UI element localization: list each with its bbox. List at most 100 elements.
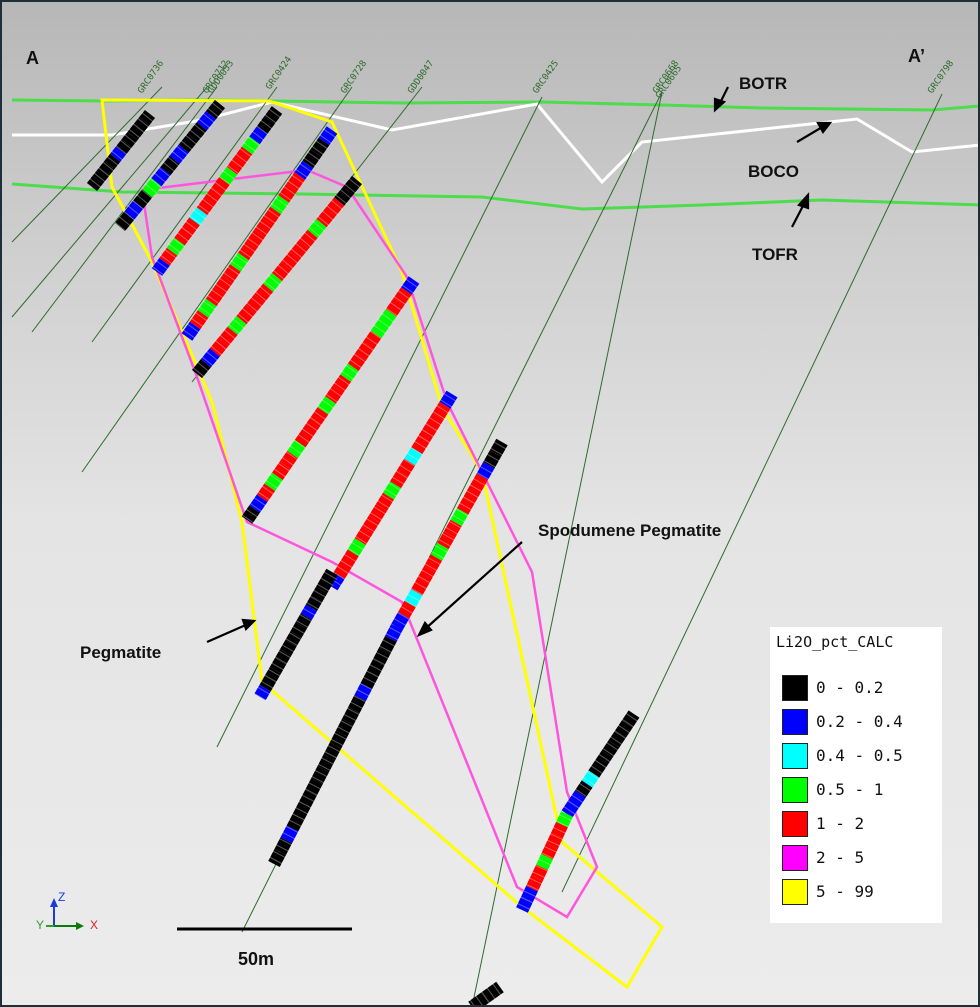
sample-tick <box>296 433 311 444</box>
sample-tick <box>361 523 376 533</box>
assay-interval <box>347 352 367 371</box>
sample-tick <box>416 575 432 584</box>
boco-horizon <box>12 100 978 185</box>
assay-interval <box>270 195 289 215</box>
sample-tick <box>236 312 250 324</box>
sample-tick <box>566 799 581 810</box>
sample-tick <box>127 204 141 216</box>
assay-interval <box>213 275 233 295</box>
assay-interval <box>309 407 329 426</box>
sample-tick <box>322 128 337 139</box>
assay-interval <box>430 542 449 561</box>
legend-range: 0 - 0.2 <box>816 678 884 697</box>
sample-tick <box>280 456 295 467</box>
assay-interval <box>437 531 456 550</box>
assay-interval <box>375 492 394 511</box>
axis-z-label: Z <box>58 890 66 904</box>
assay-interval <box>209 337 229 357</box>
sample-tick <box>264 479 279 490</box>
sample-tick <box>278 837 293 846</box>
assay-interval <box>418 424 437 443</box>
sample-tick <box>223 328 237 340</box>
assay-interval <box>197 298 217 318</box>
sample-tick <box>368 663 384 672</box>
sample-tick <box>274 197 289 208</box>
sample-tick <box>144 183 158 195</box>
sample-tick <box>474 994 483 1005</box>
assay-interval <box>343 175 363 195</box>
sample-tick <box>209 186 224 198</box>
legend-range: 0.4 - 0.5 <box>816 746 903 765</box>
sample-tick <box>347 177 361 189</box>
assay-interval <box>256 483 276 502</box>
assay-interval <box>259 675 276 692</box>
sample-tick <box>238 248 253 259</box>
sample-tick <box>281 258 295 270</box>
sample-tick <box>384 632 400 641</box>
sample-tick <box>188 128 202 140</box>
assay-interval <box>274 837 293 856</box>
sample-tick <box>406 593 421 603</box>
assay-interval <box>378 309 397 328</box>
assay-interval <box>133 117 150 133</box>
assay-interval <box>397 458 416 477</box>
assay-interval <box>332 374 352 393</box>
sample-tick <box>316 404 331 415</box>
sample-tick <box>294 242 308 254</box>
assay-intervals <box>86 99 640 1005</box>
sample-tick <box>252 496 267 507</box>
sample-tick <box>266 208 281 219</box>
sample-tick <box>298 237 312 248</box>
sample-tick <box>163 248 178 260</box>
sample-tick <box>308 595 324 605</box>
sample-tick <box>378 645 393 654</box>
legend-swatch <box>782 709 808 735</box>
sample-tick <box>118 215 132 227</box>
sample-tick <box>184 220 199 231</box>
sample-tick <box>281 831 297 840</box>
assay-interval <box>568 790 586 808</box>
sample-tick <box>392 617 408 627</box>
sample-tick <box>213 181 228 192</box>
sample-tick <box>320 756 335 766</box>
sample-tick <box>88 177 102 189</box>
sample-tick <box>519 896 535 904</box>
sample-tick <box>574 788 589 798</box>
legend-item: 0.2 - 0.4 <box>782 707 942 737</box>
sample-tick <box>528 877 544 885</box>
assay-interval <box>317 396 336 415</box>
assay-interval <box>292 801 311 820</box>
assay-interval <box>489 438 508 457</box>
sample-tick <box>259 680 275 690</box>
sample-tick <box>404 278 419 289</box>
sample-tick <box>230 260 245 271</box>
sample-tick <box>307 226 321 238</box>
sample-tick <box>247 136 261 147</box>
sample-tick <box>368 511 384 521</box>
sample-tick <box>294 619 310 629</box>
assay-interval <box>556 811 573 828</box>
sample-tick <box>442 392 457 403</box>
assay-interval <box>92 168 109 184</box>
sample-tick <box>413 440 428 450</box>
assay-interval <box>159 247 178 266</box>
sample-tick <box>339 188 353 200</box>
sample-tick <box>190 317 205 328</box>
sample-tick <box>356 347 371 358</box>
assay-interval <box>254 684 271 701</box>
sample-tick <box>242 141 257 153</box>
assay-interval <box>546 832 563 849</box>
sample-tick <box>267 108 282 119</box>
assay-interval <box>294 160 314 180</box>
sample-tick <box>135 194 149 205</box>
sample-tick <box>379 493 395 504</box>
sample-tick <box>259 119 274 130</box>
sample-tick <box>196 361 210 373</box>
assay-interval <box>264 472 283 491</box>
assay-interval <box>302 149 322 169</box>
legend-item: 5 - 99 <box>782 877 942 907</box>
assay-interval <box>347 538 366 557</box>
assay-interval <box>316 577 333 594</box>
sample-tick <box>372 324 387 335</box>
assay-interval <box>575 780 593 798</box>
